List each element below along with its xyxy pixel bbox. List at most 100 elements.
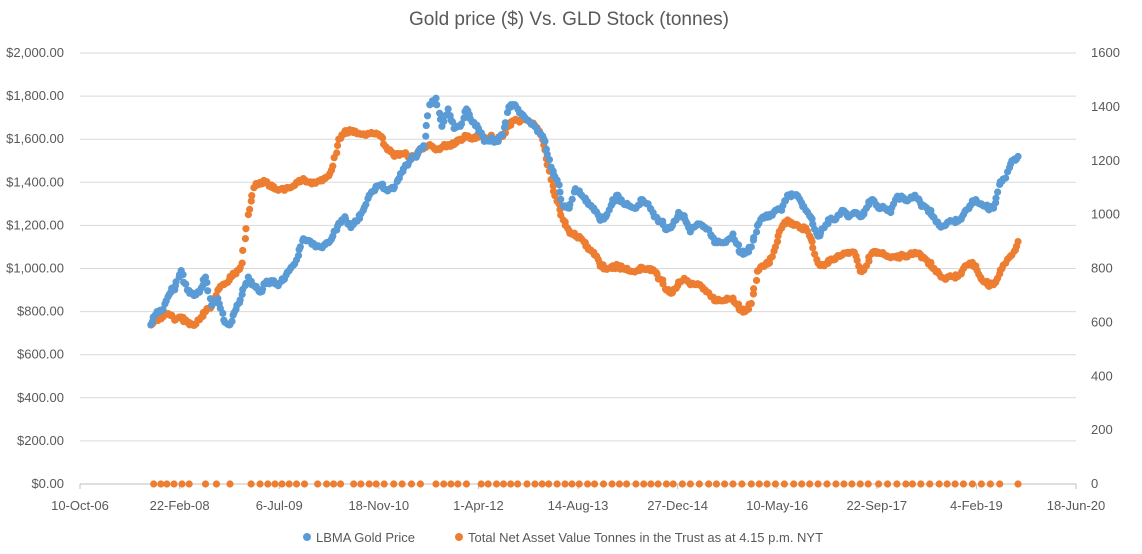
- gold-price-point: [204, 287, 212, 295]
- gld-tonnes-zero-point: [695, 480, 703, 488]
- gold-price-point: [432, 94, 440, 102]
- left-tick-label: $1,400.00: [6, 174, 64, 189]
- baseline-points: [150, 480, 1022, 488]
- series-gld-tonnes: [147, 115, 1022, 330]
- gld-tonnes-zero-point: [523, 480, 531, 488]
- gld-tonnes-zero-point: [856, 480, 864, 488]
- x-tick-label: 4-Feb-19: [950, 498, 1003, 513]
- right-tick-label: 1600: [1091, 45, 1120, 60]
- gld-tonnes-zero-point: [662, 480, 671, 488]
- gld-tonnes-point: [808, 237, 816, 246]
- gld-tonnes-zero-point: [647, 480, 655, 488]
- legend: LBMA Gold Price Total Net Asset Value To…: [303, 530, 823, 545]
- legend-marker-gold-price: [303, 533, 311, 541]
- gld-tonnes-zero-point: [499, 480, 508, 488]
- gld-tonnes-zero-point: [365, 480, 373, 488]
- gld-tonnes-zero-point: [416, 480, 425, 488]
- left-tick-label: $2,000.00: [6, 45, 64, 60]
- x-tick-label: 1-Apr-12: [453, 498, 504, 513]
- gld-tonnes-zero-point: [350, 480, 358, 488]
- gld-tonnes-zero-point: [329, 480, 338, 488]
- gld-tonnes-zero-point: [632, 480, 640, 488]
- gld-tonnes-zero-point: [484, 480, 492, 488]
- gld-tonnes-point: [659, 280, 667, 288]
- x-tick-label: 27-Dec-14: [647, 498, 708, 513]
- gld-tonnes-zero-point: [163, 480, 171, 488]
- gld-tonnes-point: [749, 290, 758, 298]
- right-tick-label: 0: [1091, 476, 1098, 491]
- gld-tonnes-zero-point: [531, 480, 539, 488]
- gld-tonnes-zero-point: [798, 480, 806, 488]
- left-tick-label: $1,200.00: [6, 217, 64, 232]
- gld-tonnes-zero-point: [959, 480, 968, 488]
- gold-price-point: [1002, 174, 1010, 182]
- gld-tonnes-zero-point: [432, 480, 440, 488]
- left-tick-label: $1,800.00: [6, 88, 64, 103]
- gld-tonnes-zero-point: [561, 480, 569, 488]
- gld-tonnes-zero-point: [157, 480, 165, 488]
- right-tick-label: 200: [1091, 422, 1113, 437]
- gld-tonnes-zero-point: [640, 480, 648, 488]
- series-gold-price: [147, 94, 1022, 329]
- gold-price-point: [422, 121, 430, 130]
- gold-price-point: [203, 278, 211, 287]
- gld-tonnes-point: [1014, 237, 1022, 246]
- gold-price-point: [1014, 152, 1022, 161]
- gld-tonnes-zero-point: [170, 480, 178, 488]
- gold-price-point: [422, 132, 430, 140]
- gld-tonnes-point: [239, 246, 247, 255]
- gold-price-point: [159, 305, 167, 314]
- gld-tonnes-zero-point: [492, 480, 501, 488]
- gld-tonnes-zero-point: [943, 480, 951, 488]
- gld-tonnes-point: [333, 149, 341, 157]
- gld-tonnes-zero-point: [977, 480, 985, 488]
- gold-price-point: [752, 228, 761, 236]
- gld-tonnes-zero-point: [615, 480, 624, 488]
- gld-tonnes-zero-point: [398, 480, 406, 488]
- gld-tonnes-point: [750, 285, 758, 293]
- gld-tonnes-zero-point: [553, 480, 561, 488]
- gld-tonnes-point: [246, 205, 254, 213]
- x-tick-label: 18-Nov-10: [348, 498, 409, 513]
- gld-tonnes-zero-point: [806, 480, 814, 488]
- left-tick-label: $400.00: [17, 390, 64, 405]
- legend-label-gold-price: LBMA Gold Price: [316, 530, 415, 545]
- gld-tonnes-zero-point: [738, 480, 746, 488]
- gld-tonnes-zero-point: [462, 480, 471, 488]
- gold-price-point: [236, 296, 244, 304]
- gld-tonnes-zero-point: [926, 480, 934, 488]
- gld-tonnes-zero-point: [823, 480, 831, 488]
- gld-tonnes-point: [809, 244, 817, 252]
- gold-price-point: [228, 317, 236, 325]
- gold-price-point: [440, 117, 448, 126]
- gld-tonnes-zero-point: [780, 480, 788, 488]
- gold-price-point: [545, 156, 554, 164]
- gld-tonnes-zero-point: [729, 480, 737, 488]
- gold-price-point: [556, 188, 564, 196]
- gold-price-point: [503, 108, 512, 117]
- right-tick-label: 1400: [1091, 99, 1120, 114]
- gold-price-point: [808, 215, 816, 223]
- x-tick-label: 22-Feb-08: [150, 498, 210, 513]
- gold-price-point: [460, 114, 468, 122]
- gld-tonnes-zero-point: [790, 480, 798, 488]
- gld-tonnes-zero-point: [407, 480, 416, 488]
- gld-tonnes-zero-point: [986, 480, 994, 488]
- gold-price-point: [362, 200, 370, 209]
- gld-tonnes-zero-point: [814, 480, 822, 488]
- gld-tonnes-zero-point: [608, 480, 616, 488]
- gld-tonnes-zero-point: [623, 480, 631, 488]
- gold-price-point: [729, 230, 737, 238]
- gld-tonnes-zero-point: [599, 480, 608, 488]
- gld-tonnes-zero-point: [848, 480, 856, 488]
- x-tick-label: 18-Jun-20: [1047, 498, 1106, 513]
- gld-tonnes-zero-point: [654, 480, 662, 488]
- gld-tonnes-zero-point: [864, 480, 872, 488]
- gld-tonnes-point: [773, 238, 782, 246]
- gld-tonnes-zero-point: [440, 480, 448, 488]
- gld-tonnes-zero-point: [178, 480, 186, 488]
- right-tick-label: 400: [1091, 368, 1113, 383]
- gold-price-point: [750, 233, 758, 242]
- gld-tonnes-point: [241, 235, 250, 243]
- gold-price-point: [541, 137, 549, 145]
